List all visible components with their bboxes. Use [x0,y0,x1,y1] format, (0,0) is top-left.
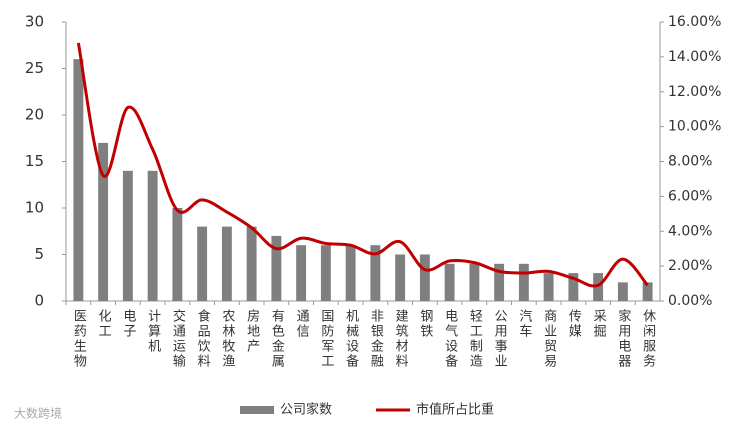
legend-label: 公司家数 [280,402,332,418]
legend-swatch [240,406,274,414]
y-tick-label: 5 [34,245,44,263]
y-tick-label: 15 [25,152,44,170]
x-tick-label: 钢铁 [417,309,433,339]
x-tick-label: 采掘 [591,309,607,339]
y-tick-label: 10 [25,199,44,217]
x-tick-label: 非银金融 [368,309,384,369]
bar [494,263,505,301]
y2-tick-label: 12.00% [668,84,721,100]
y-tick-label: 30 [25,13,44,31]
bar [419,254,430,301]
x-tick-label: 通信 [294,309,310,339]
y2-tick-label: 2.00% [668,258,712,274]
y2-tick-label: 14.00% [668,49,721,65]
bar [221,226,232,301]
bar [518,263,529,301]
bar [73,59,84,302]
bar [246,226,257,301]
bar [617,282,628,301]
bar [296,245,307,301]
x-tick-label: 机械设备 [343,309,359,369]
x-tick-label: 汽车 [516,309,532,339]
bar [345,245,356,301]
y2-tick-label: 4.00% [668,223,712,239]
x-tick-label: 休闲服务 [640,309,656,369]
x-tick-label: 化工 [96,309,112,339]
x-tick-label: 交通运输 [170,308,186,369]
x-tick-label: 轻工制造 [467,309,483,369]
bar [395,254,406,301]
x-tick-label: 食品饮料 [195,308,211,369]
x-tick-label: 国防军工 [318,309,334,369]
y2-tick-label: 0.00% [668,293,712,309]
x-tick-label: 公用事业 [492,309,508,369]
x-tick-label: 房地产 [244,308,260,354]
legend-label: 市值所占比重 [416,402,494,418]
line [76,42,649,288]
x-tick-label: 商业贸易 [541,309,557,369]
bar [197,226,208,301]
bar [642,282,653,301]
bar [147,170,158,301]
y-tick-label: 20 [25,106,44,124]
y2-tick-label: 6.00% [668,188,712,204]
bar [172,208,183,301]
y2-tick-label: 10.00% [668,119,721,135]
watermark: 大数跨境 [14,406,62,421]
x-tick-label: 家用电器 [615,308,631,369]
x-tick-label: 农林牧渔 [219,309,235,369]
x-tick-label: 传媒 [566,309,582,339]
bar [469,263,480,301]
bar [568,273,579,301]
x-tick-label: 计算机 [145,309,161,354]
x-tick-label: 有色金属 [269,309,285,369]
bar [98,142,109,301]
x-tick-label: 电气设备 [442,309,458,369]
bar [593,273,604,301]
bar [271,235,282,301]
x-tick-label: 电子 [120,309,136,339]
x-tick-label: 建筑材料 [393,309,409,369]
bar [122,170,133,301]
x-tick-label: 医药生物 [71,309,87,369]
y2-tick-label: 16.00% [668,14,721,30]
bar [370,245,381,301]
bar [444,263,455,301]
y2-tick-label: 8.00% [668,154,712,170]
y-tick-label: 0 [34,292,44,310]
bar [320,245,331,301]
y-tick-label: 25 [25,59,44,77]
bar [543,273,554,301]
